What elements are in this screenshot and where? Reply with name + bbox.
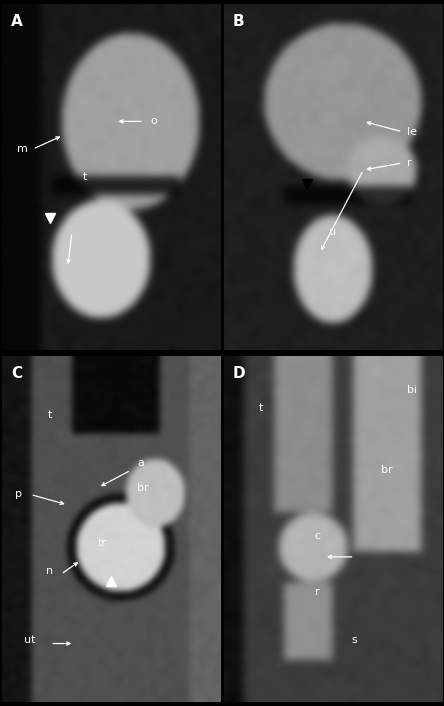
Text: br: br xyxy=(137,482,149,493)
Text: a: a xyxy=(137,458,144,468)
Text: tr: tr xyxy=(98,538,107,548)
Text: t: t xyxy=(259,403,263,413)
Text: C: C xyxy=(11,366,22,381)
Text: t: t xyxy=(83,172,87,182)
Text: t: t xyxy=(48,409,52,420)
Text: B: B xyxy=(233,14,244,29)
Text: s: s xyxy=(352,635,357,645)
Text: p: p xyxy=(15,489,22,499)
Text: u: u xyxy=(329,227,337,237)
Text: br: br xyxy=(381,465,392,475)
Text: ut: ut xyxy=(24,635,36,645)
Text: D: D xyxy=(233,366,245,381)
Text: bi: bi xyxy=(407,385,417,395)
Text: n: n xyxy=(46,566,53,576)
Text: le: le xyxy=(407,127,417,137)
Text: c: c xyxy=(314,531,321,541)
Text: r: r xyxy=(315,587,320,597)
Text: A: A xyxy=(11,14,23,29)
Text: r: r xyxy=(407,158,412,168)
Text: m: m xyxy=(17,144,28,154)
Text: o: o xyxy=(151,116,157,126)
